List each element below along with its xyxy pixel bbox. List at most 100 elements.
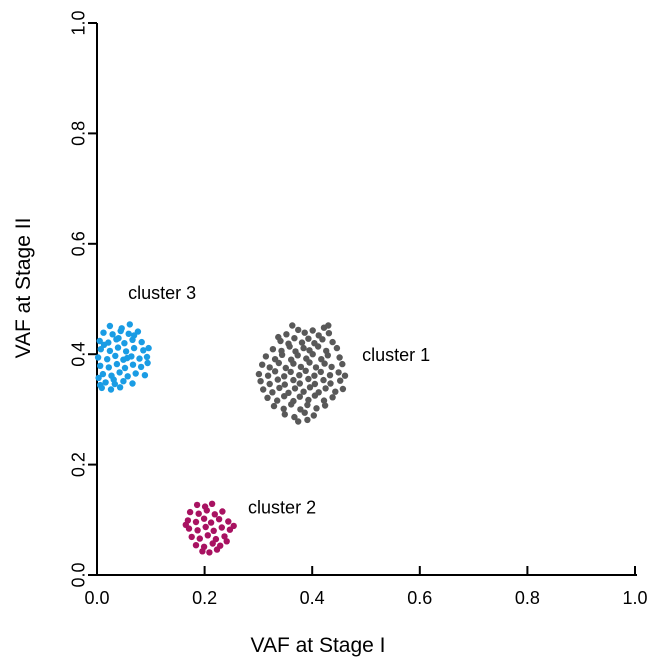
data-point-cluster-3 — [110, 376, 117, 383]
data-point-cluster-2 — [199, 548, 206, 555]
data-point-cluster-1 — [305, 396, 312, 404]
x-tick-label: 0.0 — [84, 588, 109, 608]
data-point-cluster-1 — [291, 385, 299, 392]
data-point-cluster-2 — [204, 532, 211, 539]
x-axis-title: VAF at Stage I — [250, 634, 386, 657]
data-point-cluster-1 — [295, 326, 302, 334]
data-point-cluster-1 — [318, 356, 325, 363]
x-tick-label: 0.6 — [407, 588, 432, 608]
data-point-cluster-1 — [310, 412, 317, 419]
y-tick-label: 0.4 — [68, 342, 88, 367]
data-point-cluster-1 — [337, 377, 344, 384]
data-point-cluster-1 — [301, 409, 308, 416]
data-point-cluster-1 — [325, 322, 332, 329]
data-point-cluster-1 — [302, 367, 309, 374]
data-point-cluster-1 — [296, 380, 303, 387]
x-tick-label: 0.2 — [192, 588, 217, 608]
data-point-cluster-3 — [97, 381, 104, 389]
data-point-cluster-1 — [277, 337, 284, 345]
data-point-cluster-1 — [327, 380, 334, 387]
data-point-cluster-1 — [283, 331, 290, 338]
y-axis-title: VAF at Stage II — [12, 217, 35, 359]
data-point-cluster-1 — [278, 351, 286, 358]
data-point-cluster-2 — [200, 515, 208, 522]
data-point-cluster-2 — [195, 510, 202, 517]
data-point-cluster-3 — [106, 347, 114, 355]
data-point-cluster-1 — [257, 378, 264, 385]
data-point-cluster-2 — [210, 527, 217, 534]
data-point-cluster-1 — [255, 370, 263, 378]
data-point-cluster-1 — [300, 344, 307, 352]
data-point-cluster-3 — [129, 380, 136, 387]
data-point-cluster-3 — [100, 341, 108, 348]
data-point-cluster-1 — [321, 360, 328, 367]
data-point-cluster-3 — [113, 360, 121, 368]
data-point-cluster-1 — [311, 372, 318, 379]
data-point-cluster-3 — [121, 340, 128, 347]
data-point-cluster-3 — [129, 361, 137, 368]
data-point-cluster-2 — [186, 508, 194, 516]
data-point-cluster-2 — [208, 500, 216, 507]
data-point-cluster-1 — [280, 405, 287, 412]
data-point-cluster-1 — [317, 368, 324, 376]
data-point-cluster-3 — [145, 344, 152, 352]
data-point-cluster-1 — [269, 346, 277, 353]
data-point-cluster-2 — [209, 540, 216, 547]
data-point-cluster-1 — [281, 373, 288, 380]
data-point-cluster-2 — [194, 527, 201, 534]
data-point-cluster-1 — [320, 376, 327, 384]
data-point-cluster-1 — [328, 363, 335, 371]
data-point-cluster-1 — [262, 353, 270, 360]
data-point-cluster-3 — [97, 362, 104, 369]
data-point-cluster-3 — [121, 364, 129, 372]
data-point-cluster-1 — [306, 359, 313, 366]
data-point-cluster-1 — [311, 392, 319, 399]
annotation-cluster-3: cluster 3 — [128, 283, 196, 303]
annotation-cluster-2: cluster 2 — [248, 497, 316, 517]
data-point-cluster-1 — [324, 352, 331, 359]
data-point-cluster-1 — [341, 372, 349, 379]
data-point-cluster-1 — [329, 338, 336, 346]
data-point-cluster-3 — [129, 336, 136, 343]
data-point-cluster-2 — [212, 535, 220, 543]
data-point-cluster-1 — [304, 416, 311, 424]
data-point-cluster-1 — [294, 352, 301, 359]
data-point-cluster-1 — [260, 386, 267, 393]
y-tick-label: 0.2 — [68, 452, 88, 477]
x-tick-label: 0.8 — [515, 588, 540, 608]
data-point-cluster-1 — [301, 329, 308, 336]
data-point-cluster-1 — [306, 384, 314, 391]
data-point-cluster-3 — [143, 353, 151, 361]
data-point-cluster-1 — [314, 343, 322, 350]
data-point-cluster-3 — [141, 372, 149, 379]
y-tick-label: 0.8 — [68, 121, 88, 146]
data-point-cluster-1 — [285, 389, 292, 396]
data-point-cluster-1 — [264, 394, 271, 401]
data-point-cluster-2 — [193, 501, 201, 509]
data-point-cluster-3 — [120, 378, 127, 385]
data-point-cluster-1 — [264, 372, 272, 379]
data-point-cluster-3 — [109, 331, 116, 338]
data-point-cluster-1 — [259, 361, 266, 368]
data-point-cluster-3 — [123, 354, 131, 362]
y-tick-label: 0.6 — [68, 231, 88, 256]
data-point-cluster-1 — [335, 369, 342, 376]
y-tick-label: 1.0 — [68, 10, 88, 35]
x-tick-label: 0.4 — [300, 588, 325, 608]
data-point-cluster-1 — [297, 363, 305, 371]
data-point-cluster-3 — [124, 373, 131, 380]
data-point-cluster-3 — [117, 327, 124, 335]
data-point-cluster-2 — [223, 538, 230, 545]
data-point-cluster-3 — [105, 364, 113, 371]
data-point-cluster-3 — [100, 329, 107, 336]
data-point-cluster-1 — [266, 380, 273, 388]
data-point-cluster-1 — [289, 322, 296, 329]
data-point-cluster-1 — [291, 413, 298, 421]
data-point-cluster-1 — [275, 359, 282, 367]
data-point-cluster-1 — [339, 360, 346, 368]
data-point-cluster-3 — [95, 374, 102, 382]
data-point-cluster-2 — [196, 535, 203, 542]
data-point-cluster-1 — [281, 411, 288, 418]
x-tick-label: 1.0 — [622, 588, 647, 608]
